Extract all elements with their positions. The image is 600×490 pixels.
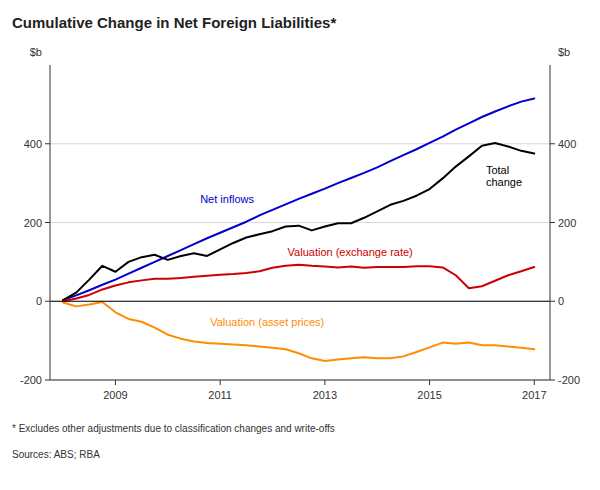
y2-tick	[550, 301, 555, 302]
series-line	[63, 98, 534, 300]
grid-line	[50, 222, 550, 223]
series-line	[63, 302, 534, 361]
lines	[63, 98, 534, 361]
x-tick-label: 2013	[313, 389, 337, 401]
axes: 2009 2011 2013 2015 2017 -200 0 200 400 -200 0 200 4…	[20, 65, 580, 401]
x-axis-line	[50, 380, 550, 381]
zero-line	[50, 301, 550, 302]
title: Cumulative Change in Net Foreign Liabili…	[12, 14, 336, 31]
series-labels: Net inflows Totalchange Valuation (exchang…	[200, 164, 522, 328]
y2-tick	[550, 380, 555, 381]
grid	[50, 144, 550, 380]
series-label-line: change	[486, 176, 522, 188]
y-tick	[45, 380, 50, 381]
x-tick-label: 2017	[522, 389, 546, 401]
y2-tick-label: 400	[558, 138, 576, 150]
grid-line	[50, 143, 550, 144]
x-tick-label: 2015	[417, 389, 441, 401]
series-label-line: Valuation (exchange rate)	[288, 246, 413, 258]
y-tick	[45, 143, 50, 144]
x-tick	[429, 380, 430, 385]
y-tick	[45, 222, 50, 223]
series-line	[63, 143, 534, 300]
y-tick	[45, 301, 50, 302]
y-tick-label: 200	[24, 217, 42, 229]
x-tick	[534, 380, 535, 385]
footnote: * Excludes other adjustments due to clas…	[12, 423, 335, 434]
y-tick-label: 400	[24, 138, 42, 150]
series-label: Totalchange	[486, 164, 522, 188]
grid-line	[50, 301, 550, 302]
y2-tick-label: 200	[558, 217, 576, 229]
grid-line	[50, 380, 550, 381]
sources: Sources: ABS; RBA	[12, 449, 100, 460]
series-label-line: Valuation (asset prices)	[210, 316, 324, 328]
x-tick	[115, 380, 116, 385]
y2-tick-label: 0	[558, 295, 564, 307]
series-label: Valuation (exchange rate)	[288, 246, 413, 258]
series-label: Valuation (asset prices)	[210, 316, 324, 328]
x-tick-label: 2011	[208, 389, 232, 401]
series-line	[63, 265, 534, 302]
y2-tick	[550, 143, 555, 144]
series-label-line: Total	[486, 164, 509, 176]
y2-tick	[550, 222, 555, 223]
y-tick-label: -200	[20, 374, 42, 386]
y2-axis-label: $b	[558, 46, 570, 58]
y-tick-label: 0	[36, 295, 42, 307]
y-axis-label: $b	[30, 46, 42, 58]
y2-tick-label: -200	[558, 374, 580, 386]
chart: Cumulative Change in Net Foreign Liabili…	[0, 0, 600, 490]
series-label: Net inflows	[200, 193, 254, 205]
x-tick	[324, 380, 325, 385]
page: {"chart_data": { "type": "line", "title"…	[0, 0, 600, 490]
series-label-line: Net inflows	[200, 193, 254, 205]
x-tick	[220, 380, 221, 385]
x-tick-label: 2009	[103, 389, 127, 401]
